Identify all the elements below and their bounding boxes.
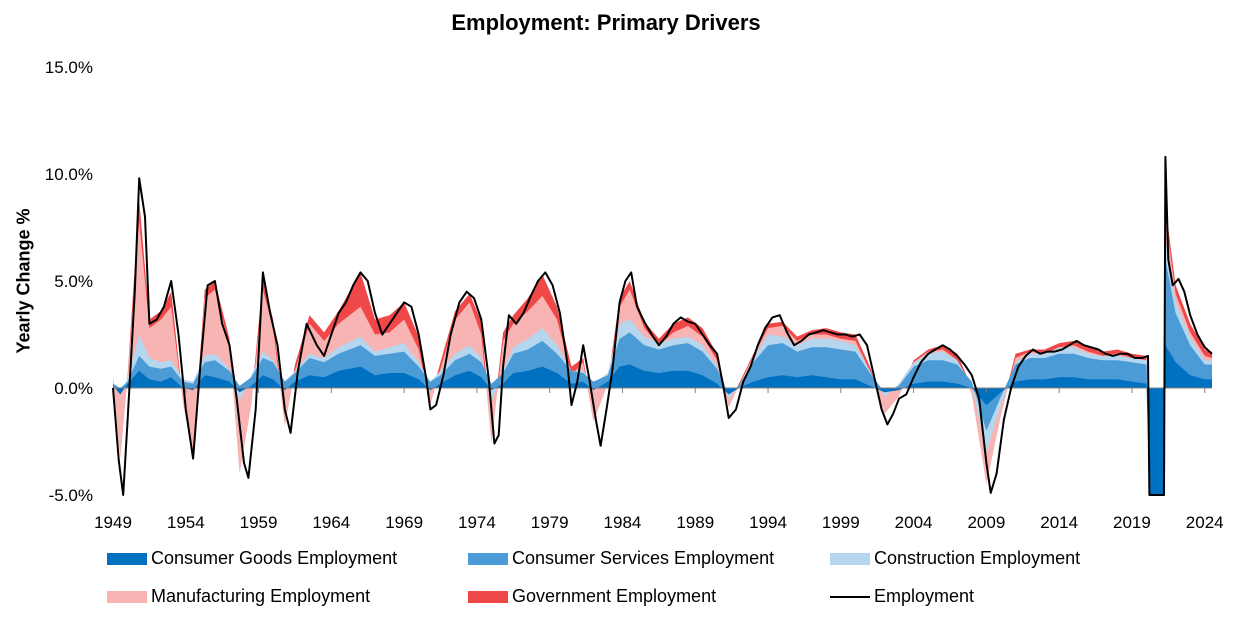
legend-item: Consumer Services Employment [468,548,774,569]
x-tick-label: 1964 [312,513,350,532]
x-tick-label: 2009 [967,513,1005,532]
x-tick-label: 1994 [749,513,787,532]
y-tick-label: 15.0% [45,58,93,77]
x-tick-label: 1959 [240,513,278,532]
legend-swatch [830,552,870,565]
x-tick-label: 2024 [1186,513,1224,532]
x-tick-label: 1969 [385,513,423,532]
legend-item: Employment [830,586,974,607]
line-employment [112,155,1213,496]
x-tick-marks [112,388,1206,393]
x-tick-label: 1949 [94,513,132,532]
line-series-group [112,155,1213,496]
legend-item: Manufacturing Employment [107,586,370,607]
legend-item: Government Employment [468,586,716,607]
x-tick-label: 1984 [604,513,642,532]
y-tick-label: 0.0% [54,379,93,398]
y-tick-labels: 15.0% 10.0% 5.0% 0.0% -5.0% [45,58,93,505]
x-tick-label: 1999 [822,513,860,532]
x-tick-label: 1974 [458,513,496,532]
y-tick-label: -5.0% [49,486,93,505]
x-tick-labels: 1949 1954 1959 1964 1969 1974 1979 1984 1989 1994… [94,513,1224,532]
legend-item: Consumer Goods Employment [107,548,397,569]
x-tick-label: 1979 [531,513,569,532]
x-tick-label: 2004 [895,513,933,532]
x-tick-label: 2019 [1113,513,1151,532]
legend-item: Construction Employment [830,548,1080,569]
legend-label: Consumer Services Employment [512,548,775,568]
x-tick-label: 1954 [167,513,205,532]
x-tick-label: 1989 [676,513,714,532]
legend-swatch [468,590,508,603]
legend-label: Government Employment [512,586,717,606]
legend-label: Construction Employment [874,548,1081,568]
legend-label: Employment [874,586,975,606]
y-tick-label: 10.0% [45,165,93,184]
y-tick-label: 5.0% [54,272,93,291]
legend-label: Manufacturing Employment [151,586,371,606]
legend-label: Consumer Goods Employment [151,548,398,568]
x-tick-label: 2014 [1040,513,1078,532]
legend-swatch [107,590,147,603]
legend-swatch [468,552,508,565]
area-consumer-goods-employment [113,345,1212,495]
area-series-group [113,199,1212,496]
legend-swatch [107,552,147,565]
legend-swatch [830,595,870,598]
chart-title: Employment: Primary Drivers [451,10,761,35]
